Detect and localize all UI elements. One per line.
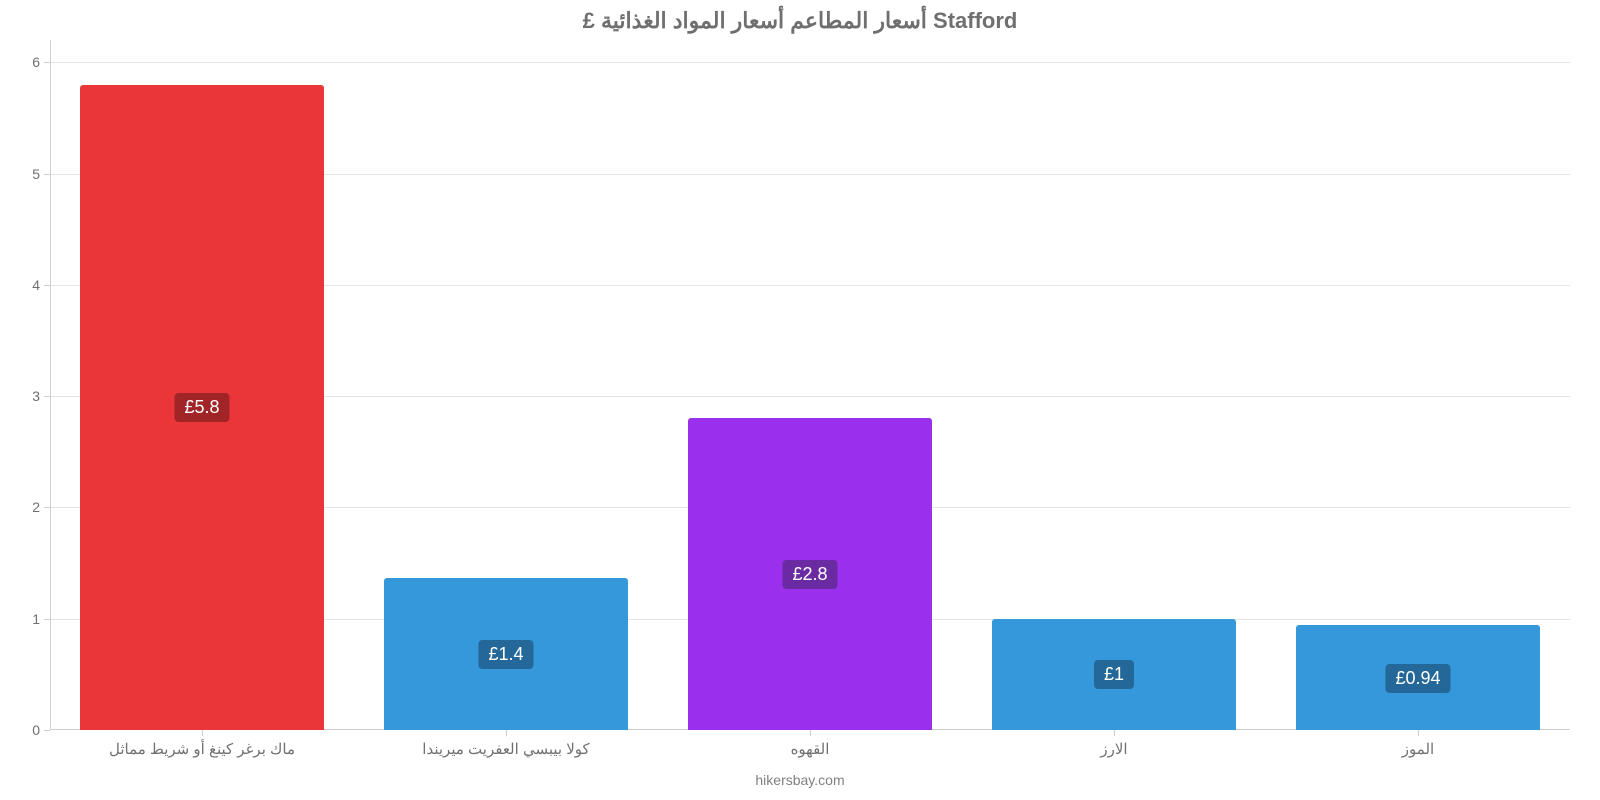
y-tick-mark xyxy=(44,507,50,508)
chart-container: £ أسعار المطاعم أسعار المواد الغذائية St… xyxy=(0,0,1600,800)
y-tick-label: 2 xyxy=(32,499,40,515)
y-tick-mark xyxy=(44,619,50,620)
category-label: الموز xyxy=(1402,740,1434,758)
y-tick-label: 3 xyxy=(32,388,40,404)
category-tick xyxy=(1418,730,1419,736)
bar: £1 xyxy=(992,619,1235,730)
bar-value-badge: £2.8 xyxy=(782,560,837,589)
y-tick-label: 5 xyxy=(32,166,40,182)
bar-slot: £1.4كولا بيبسي العفريت ميريندا xyxy=(354,40,658,730)
category-label: كولا بيبسي العفريت ميريندا xyxy=(422,740,589,758)
category-tick xyxy=(202,730,203,736)
category-tick xyxy=(1114,730,1115,736)
bar: £0.94 xyxy=(1296,625,1539,730)
bar-slot: £0.94الموز xyxy=(1266,40,1570,730)
bars-layer: £5.8ماك برغر كينغ أو شريط مماثل£1.4كولا … xyxy=(50,40,1570,730)
y-tick-mark xyxy=(44,285,50,286)
category-label: الارز xyxy=(1100,740,1127,758)
bar: £5.8 xyxy=(80,85,323,730)
y-tick-label: 6 xyxy=(32,54,40,70)
bar-value-badge: £1 xyxy=(1094,660,1134,689)
y-tick-label: 0 xyxy=(32,722,40,738)
category-label: القهوه xyxy=(791,740,830,758)
y-tick-mark xyxy=(44,396,50,397)
bar-value-badge: £1.4 xyxy=(478,640,533,669)
chart-footer: hikersbay.com xyxy=(0,772,1600,788)
category-tick xyxy=(506,730,507,736)
plot-area: £5.8ماك برغر كينغ أو شريط مماثل£1.4كولا … xyxy=(50,40,1570,730)
y-tick-label: 4 xyxy=(32,277,40,293)
bar-slot: £1الارز xyxy=(962,40,1266,730)
bar-slot: £2.8القهوه xyxy=(658,40,962,730)
y-tick-mark xyxy=(44,174,50,175)
y-tick-label: 1 xyxy=(32,611,40,627)
bar-slot: £5.8ماك برغر كينغ أو شريط مماثل xyxy=(50,40,354,730)
y-tick-mark xyxy=(44,62,50,63)
bar-value-badge: £5.8 xyxy=(174,393,229,422)
y-tick-mark xyxy=(44,730,50,731)
chart-title: £ أسعار المطاعم أسعار المواد الغذائية St… xyxy=(0,0,1600,40)
category-tick xyxy=(810,730,811,736)
bar: £1.4 xyxy=(384,578,627,730)
category-label: ماك برغر كينغ أو شريط مماثل xyxy=(109,740,295,758)
bar: £2.8 xyxy=(688,418,931,730)
bar-value-badge: £0.94 xyxy=(1385,664,1450,693)
